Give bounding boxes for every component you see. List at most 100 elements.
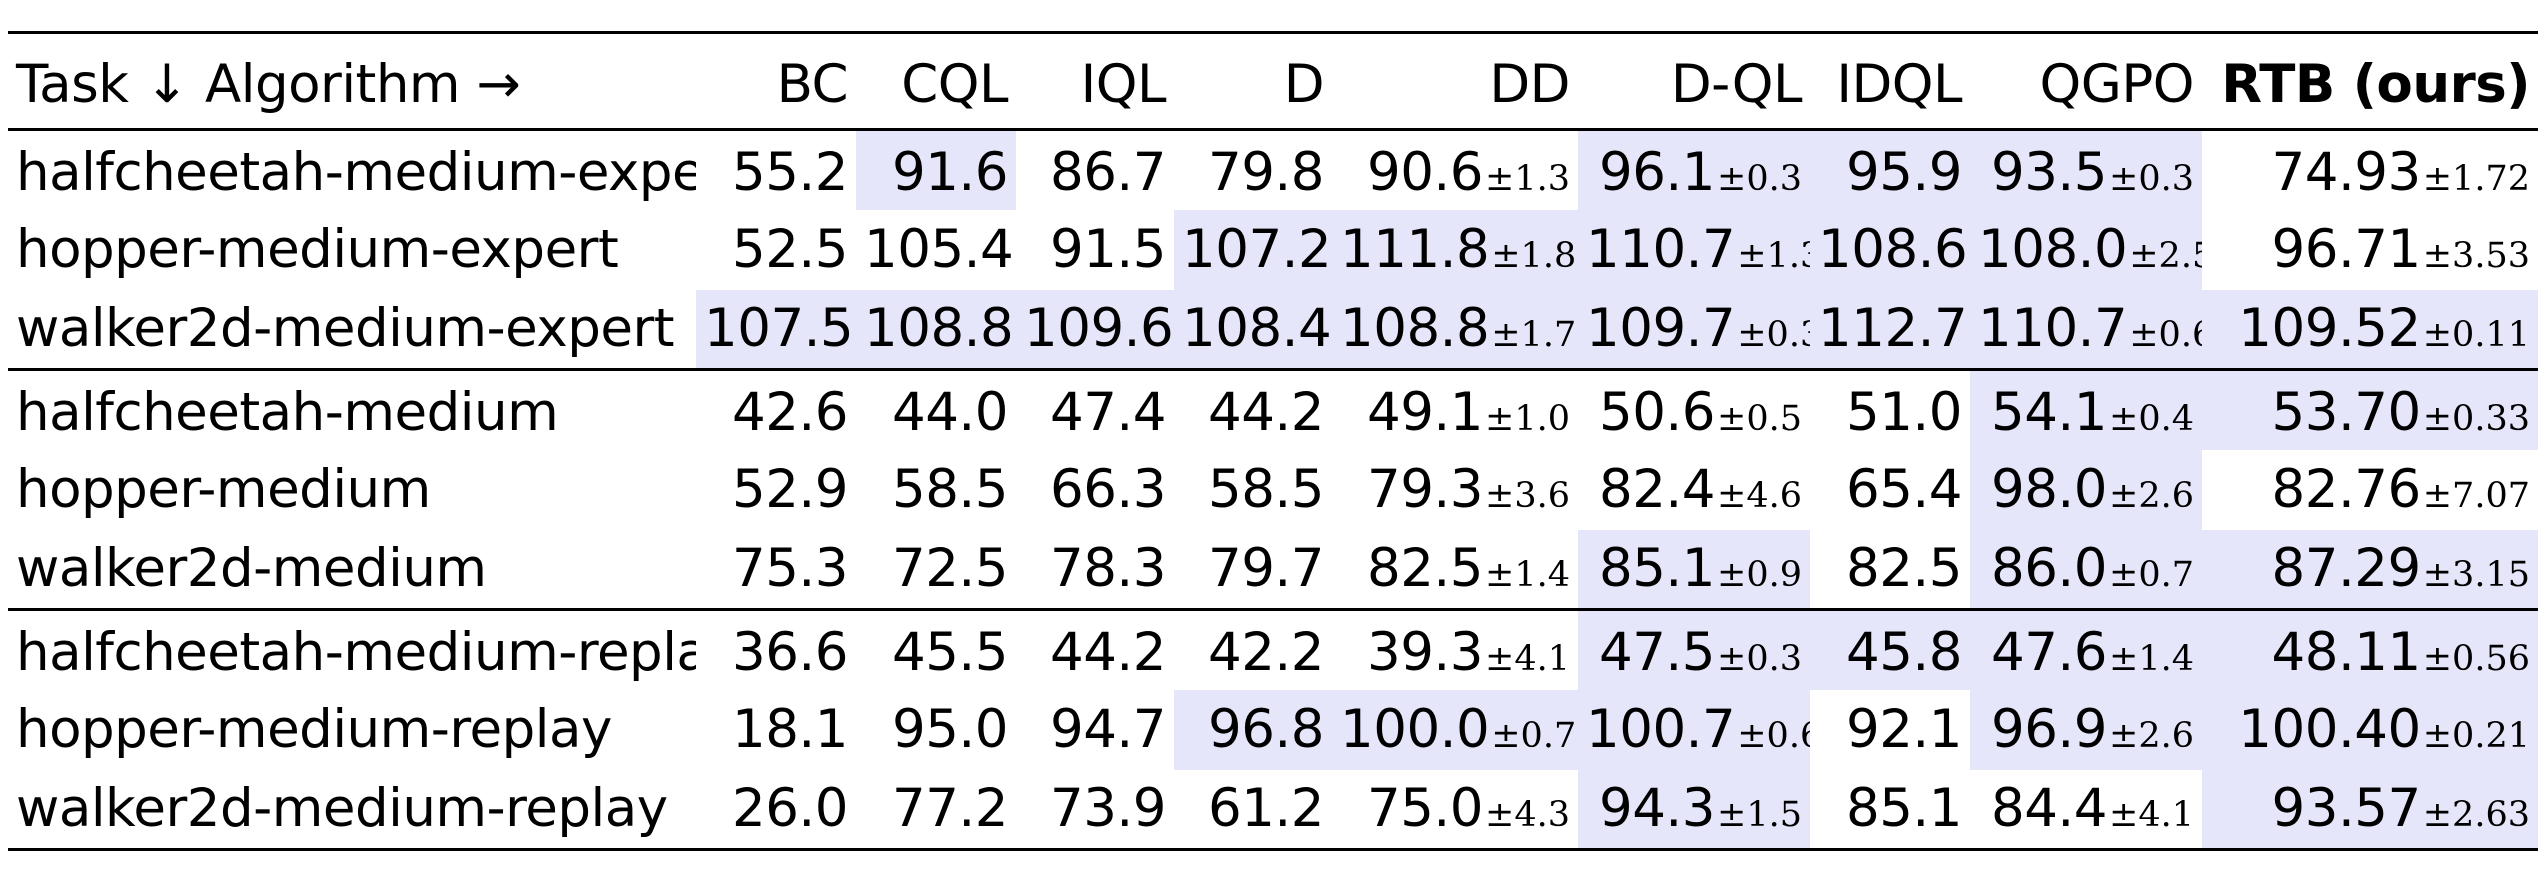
score-cell: 26.0: [696, 770, 856, 850]
score-cell: 58.5: [1174, 450, 1332, 530]
score-value: 108.8: [1340, 298, 1490, 360]
score-value: 100.0: [1340, 699, 1490, 760]
score-cell: 18.1: [696, 690, 856, 770]
table-row: walker2d-medium-replay 26.0 77.2 73.9 61.2 75…: [8, 769, 2538, 850]
score-value: 61.2: [1207, 778, 1325, 840]
score-cell: 92.1: [1810, 690, 1970, 770]
score-cell: 36.6: [696, 610, 856, 690]
task-name-cell: halfcheetah-medium-expert: [16, 141, 696, 203]
score-value: 96.8: [1207, 699, 1325, 760]
score-std: ±1.8: [1491, 236, 1577, 276]
score-cell: 73.9: [1016, 770, 1174, 850]
score-std: ±0.3: [1717, 158, 1802, 199]
header-d: D: [1283, 53, 1325, 115]
score-cell: 49.1±1.0: [1332, 370, 1578, 450]
score-value: 73.9: [1049, 778, 1167, 840]
score-std: ±0.3: [2109, 158, 2194, 199]
score-value: 45.5: [891, 621, 1009, 683]
score-cell: 87.29±3.15: [2202, 529, 2538, 610]
score-cell: 85.1: [1810, 770, 1970, 850]
table-row: hopper-medium-expert 52.5 105.4 91.5 107.2 11…: [8, 209, 2538, 290]
task-name-cell: halfcheetah-medium: [16, 381, 559, 443]
score-std: ±3.15: [2422, 555, 2530, 596]
score-std: ±2.6: [2109, 716, 2194, 756]
score-value: 107.2: [1182, 219, 1332, 280]
score-value: 54.1: [1990, 381, 2108, 443]
score-value: 47.6: [1990, 621, 2108, 683]
table-header: Task ↓ Algorithm → BC CQL IQL D DD D-QL …: [8, 32, 2538, 130]
score-value: 53.70: [2271, 381, 2422, 443]
score-std: ±0.3: [1717, 638, 1802, 679]
score-value: 75.3: [731, 538, 849, 600]
score-cell: 44.2: [1174, 370, 1332, 450]
score-cell: 96.1±0.3: [1578, 129, 1810, 210]
score-value: 109.52: [2238, 298, 2421, 360]
score-std: ±0.33: [2422, 398, 2530, 439]
score-std: ±4.6: [1717, 476, 1802, 516]
score-std: ±4.3: [1485, 795, 1570, 836]
score-value: 47.5: [1598, 621, 1716, 683]
score-std: ±0.7: [2109, 555, 2194, 596]
score-value: 49.1: [1366, 381, 1484, 443]
score-cell: 47.6±1.4: [1970, 609, 2202, 690]
score-cell: 72.5: [856, 530, 1016, 610]
score-cell: 107.5: [696, 289, 856, 370]
score-value: 79.3: [1366, 459, 1484, 520]
score-value: 100.40: [2238, 699, 2421, 760]
score-cell: 55.2: [696, 130, 856, 210]
header-task-algorithm: Task ↓ Algorithm →: [16, 53, 521, 115]
score-value: 90.6: [1366, 141, 1484, 203]
score-cell: 91.6: [856, 129, 1016, 210]
score-std: ±3.53: [2422, 236, 2530, 276]
score-cell: 75.3: [696, 530, 856, 610]
score-std: ±0.7: [1491, 716, 1577, 756]
score-value: 44.2: [1207, 381, 1325, 443]
score-value: 93.5: [1990, 141, 2108, 203]
score-value: 78.3: [1049, 538, 1167, 600]
score-cell: 77.2: [856, 770, 1016, 850]
score-cell: 85.1±0.9: [1578, 529, 1810, 610]
table-row-group: halfcheetah-medium 42.6 44.0 47.4 44.2 49.1±1…: [8, 369, 2538, 610]
table-row: halfcheetah-medium-replay 36.6 45.5 44.2 42.…: [8, 609, 2538, 690]
score-std: ±4.1: [2109, 795, 2194, 836]
score-std: ±1.7: [1491, 315, 1577, 356]
task-name-cell: hopper-medium-replay: [16, 699, 612, 760]
score-std: ±1.5: [1717, 795, 1802, 836]
score-std: ±0.3: [1737, 315, 1810, 356]
score-value: 85.1: [1598, 538, 1716, 600]
table-row: hopper-medium-replay 18.1 95.0 94.7 96.8 100.…: [8, 689, 2538, 770]
score-cell: 109.7±0.3: [1578, 289, 1810, 370]
table-row: halfcheetah-medium-expert 55.2 91.6 86.7 79.…: [8, 129, 2538, 210]
score-value: 100.7: [1586, 699, 1736, 760]
score-std: ±2.63: [2422, 795, 2530, 836]
score-cell: 90.6±1.3: [1332, 130, 1578, 210]
header-idql: IDQL: [1836, 53, 1962, 115]
score-cell: 52.5: [696, 210, 856, 290]
score-cell: 79.7: [1174, 530, 1332, 610]
score-value: 111.8: [1340, 219, 1490, 280]
score-cell: 105.4: [856, 210, 1016, 290]
score-value: 75.0: [1366, 778, 1484, 840]
score-value: 45.8: [1845, 621, 1963, 683]
score-std: ±0.5: [1717, 398, 1802, 439]
score-cell: 96.9±2.6: [1970, 689, 2202, 770]
score-value: 42.6: [731, 381, 849, 443]
task-name-cell: walker2d-medium-replay: [16, 778, 668, 840]
score-value: 108.0: [1978, 219, 2128, 280]
score-std: ±0.6: [1737, 716, 1810, 756]
table-row: walker2d-medium-expert 107.5 108.8 109.6 108…: [8, 289, 2538, 370]
score-std: ±1.4: [2109, 638, 2194, 679]
score-value: 91.5: [1049, 219, 1167, 280]
score-cell: 112.7: [1810, 289, 1970, 370]
score-cell: 94.7: [1016, 690, 1174, 770]
score-cell: 93.57±2.63: [2202, 769, 2538, 850]
score-value: 48.11: [2271, 621, 2422, 683]
score-std: ±1.4: [1485, 555, 1570, 596]
score-value: 18.1: [731, 699, 849, 760]
score-cell: 100.40±0.21: [2202, 689, 2538, 770]
score-cell: 61.2: [1174, 770, 1332, 850]
score-value: 85.1: [1845, 778, 1963, 840]
score-value: 52.9: [731, 459, 849, 520]
score-value: 86.0: [1990, 538, 2108, 600]
